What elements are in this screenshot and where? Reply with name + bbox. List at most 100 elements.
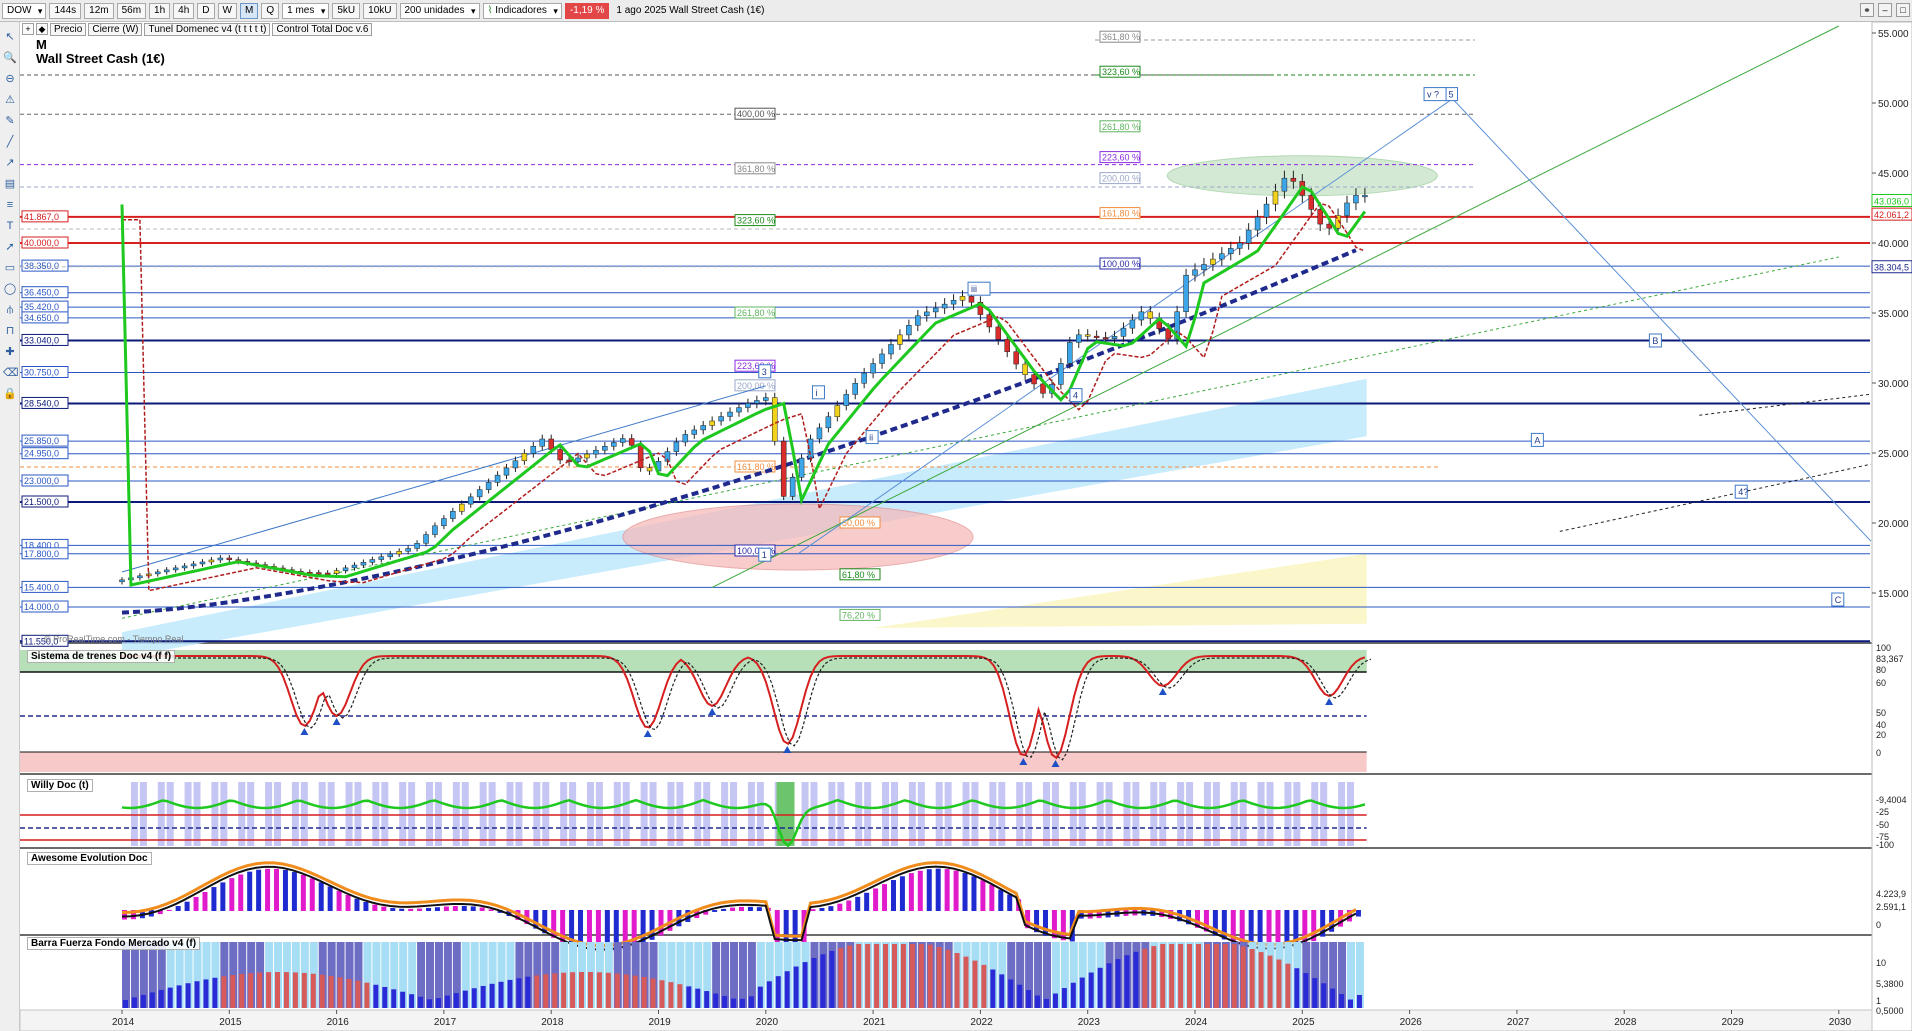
units-10k-button[interactable]: 10kU [363,2,397,19]
candle-body [1308,195,1314,210]
interval-144s[interactable]: 144s [49,2,82,19]
panel-title-barra[interactable]: Barra Fuerza Fondo Mercado v4 (f) [27,937,201,950]
willy-bar [837,782,845,846]
willy-bar [971,782,979,846]
barra-background [488,942,497,1008]
interval-56m[interactable]: 56m [116,2,147,19]
legend-control-total[interactable]: Control Total Doc v.6 [272,22,373,36]
minimize-icon[interactable]: – [1878,3,1892,17]
units-5k-button[interactable]: 5kU [332,2,361,19]
barra-bar [847,945,853,1008]
barra-background [649,942,658,1008]
pitchfork-icon[interactable]: ⫛ [6,304,14,316]
fib-label: 323,60 % [1102,67,1140,77]
candle-body [906,325,912,336]
barra-bar [1348,999,1354,1008]
trenes-bottom-band [20,752,1367,772]
panel-title-willy[interactable]: Willy Doc (t) [27,779,93,792]
interval-12m[interactable]: 12m [84,2,114,19]
eraser-icon[interactable]: ⌫ [3,367,19,379]
cursor-icon[interactable]: ✚ [5,346,15,358]
barra-bar [936,946,942,1008]
legend-price[interactable]: Precio [50,22,87,36]
willy-bar [810,782,818,846]
arrow-icon[interactable]: ➚ [5,241,15,253]
pointer-icon[interactable]: ↖ [5,31,15,43]
willy-bar [372,782,380,846]
barra-bar [1169,944,1175,1008]
candle-body [378,556,385,560]
barra-background [667,942,676,1008]
lock-icon[interactable]: 🔒 [3,388,17,400]
period-select[interactable]: 1 mes [282,2,330,19]
level-label: 28.540,0 [24,398,59,408]
ray-icon[interactable]: ↗ [5,157,15,169]
panel-title-trenes[interactable]: Sistema de trenes Doc v4 (f f) [27,650,176,663]
awesome-bar [1051,910,1057,939]
barra-bar [409,994,415,1008]
zoom-icon[interactable]: 🔍 [3,52,17,64]
barra-bar [1115,959,1121,1008]
awesome-bar [238,874,244,911]
add-indicator-icon[interactable]: + [22,23,34,35]
candle-body [593,449,599,455]
text-icon[interactable]: T [6,220,14,232]
units-select[interactable]: 200 unidades [399,2,480,19]
barra-bar [784,971,790,1008]
barra-background [426,942,435,1008]
maximize-icon[interactable]: □ [1896,3,1910,17]
interval-day[interactable]: D [197,2,215,19]
barra-bar [140,994,146,1008]
indicator-axis-label: 0 [1876,748,1881,758]
rectangle-icon[interactable]: ▭ [4,262,16,274]
barra-bar [319,974,325,1008]
legend-close[interactable]: Cierre (W) [88,22,143,36]
barra-background [157,942,166,1008]
barra-bar [1043,998,1049,1008]
barra-bar [757,986,763,1008]
fib-label: 361,80 % [737,164,775,174]
indicators-button[interactable]: ⌇ Indicadores [482,2,562,19]
indicator-axis-label: -25 [1876,807,1889,817]
interval-1h[interactable]: 1h [149,2,171,19]
symbol-select[interactable]: DOW [2,2,47,19]
awesome-bar [184,901,190,911]
magnet-icon[interactable]: ⊓ [5,325,15,337]
barra-background [1347,942,1356,1008]
pencil-icon[interactable]: ✎ [5,115,15,127]
trenes-signal-triangle [643,730,652,737]
chart-canvas[interactable]: 41.867,0 40.000,0 38.350,0 36.450,0 35.420,0… [20,22,1912,1031]
barra-background [336,942,345,1008]
zoom-out-icon[interactable]: ⊖ [5,73,15,85]
awesome-bar [318,882,324,911]
candle-body [1236,242,1243,249]
interval-month[interactable]: M [239,2,259,19]
candle-body [968,296,975,303]
barra-bar [838,947,844,1008]
ellipse-icon[interactable]: ◯ [3,283,17,295]
barra-bar [1052,993,1058,1008]
link-icon[interactable]: ⚭ [1860,3,1874,17]
price-badge [1871,207,1912,221]
wave-label-box [1734,484,1748,499]
fib-icon[interactable]: ≡ [6,199,14,211]
alert-icon[interactable]: ⚠ [5,94,15,106]
barra-bar [1321,983,1327,1008]
channel-icon[interactable]: ▤ [4,178,16,190]
line-icon[interactable]: ╱ [6,136,14,148]
level-label: 34.650,0 [24,313,59,323]
panel-title-awesome[interactable]: Awesome Evolution Doc [27,852,152,865]
awesome-bar [944,869,950,911]
awesome-bar [1320,910,1326,937]
barra-bar [283,972,289,1008]
candle-body [870,363,876,374]
interval-4h[interactable]: 4h [173,2,195,19]
interval-quarter[interactable]: Q [261,2,280,19]
interval-week[interactable]: W [217,2,237,19]
legend-tunel[interactable]: Tunel Domenec v4 (t t t t t) [144,22,271,36]
willy-bar [291,782,299,846]
barra-background [211,942,220,1008]
fib-label: 61,80 % [842,570,875,580]
barra-background [354,942,363,1008]
settings-mini-icon[interactable]: ◆ [36,23,48,35]
